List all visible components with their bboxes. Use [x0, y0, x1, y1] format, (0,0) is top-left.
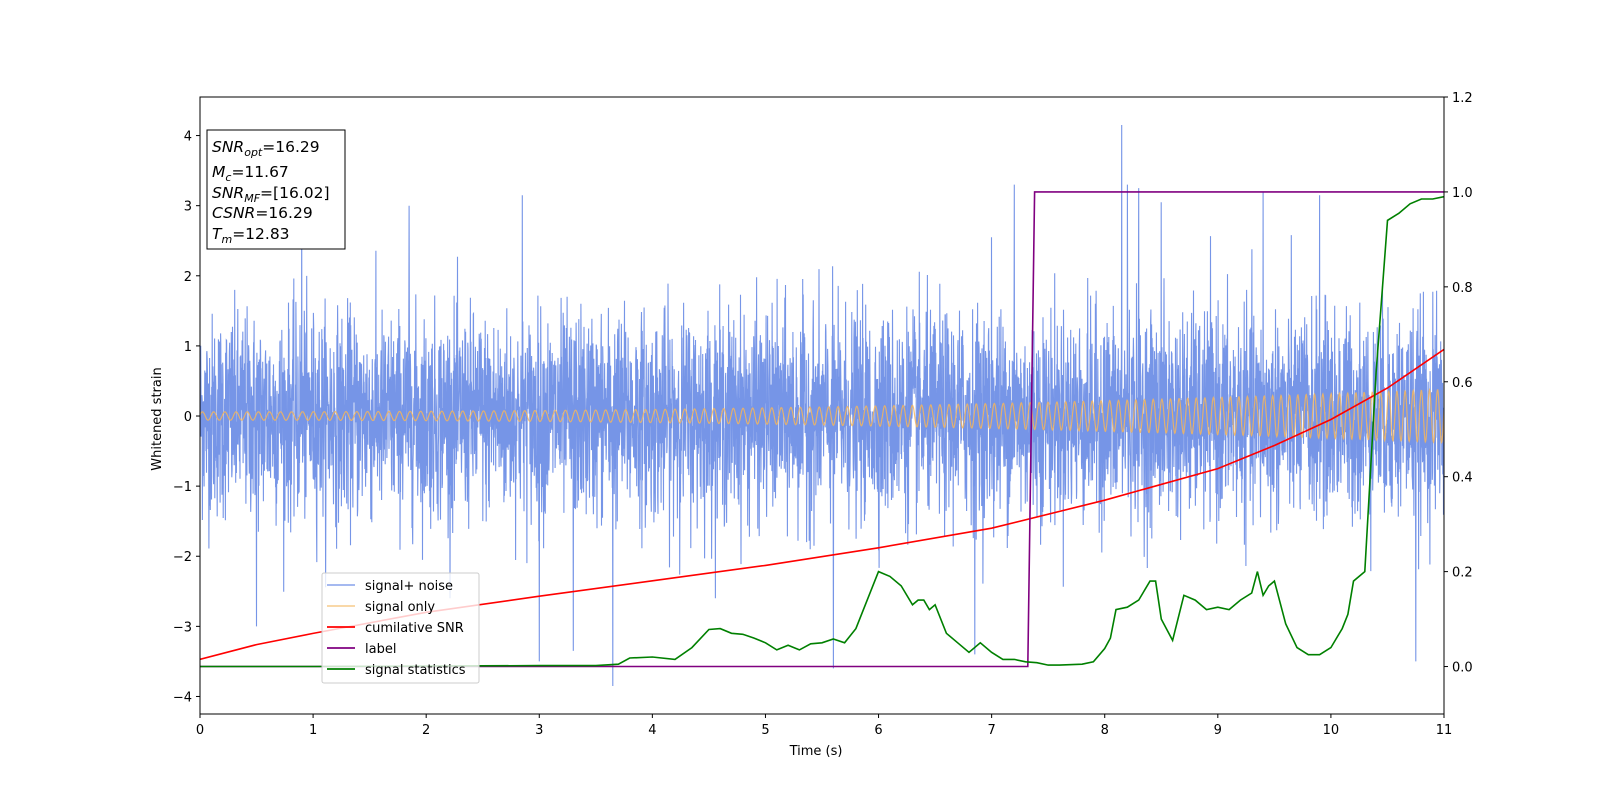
x-tick-label: 11 — [1436, 723, 1453, 738]
x-tick-label: 9 — [1214, 723, 1222, 738]
legend: signal+ noise signal only cumilative SNR la… — [321, 572, 480, 684]
x-tick-label: 6 — [874, 723, 882, 738]
y-tick-label: 4 — [184, 130, 192, 145]
y-tick-label: −1 — [173, 480, 192, 495]
y-tick-label: 2 — [184, 270, 192, 285]
x-tick-label: 5 — [761, 723, 769, 738]
y2-tick-label: 1.0 — [1452, 186, 1473, 201]
series-signal-plus-noise — [200, 124, 1444, 687]
info-value: =11.67 — [231, 163, 288, 181]
info-box-frame — [206, 129, 346, 250]
x-tick-label: 1 — [309, 723, 317, 738]
x-tick-label: 4 — [648, 723, 656, 738]
info-line: SNRMF=[16.02] — [212, 184, 330, 205]
info-box: SNRopt=16.29Mc=11.67SNRMF=[16.02]CSNR=16… — [206, 129, 346, 250]
info-line: SNRopt=16.29 — [212, 138, 320, 159]
x-tick-label: 0 — [196, 723, 204, 738]
info-line: Mc=11.67 — [212, 163, 289, 184]
info-value: =16.29 — [262, 138, 319, 156]
y-tick-label: −4 — [173, 690, 192, 705]
series-signal-only — [200, 387, 1444, 445]
series-label — [200, 191, 1444, 668]
y2-tick-label: 0.6 — [1452, 376, 1473, 391]
x-tick-label: 10 — [1323, 723, 1340, 738]
info-subscript: opt — [244, 146, 263, 159]
y2-tick-label: 0.4 — [1452, 471, 1473, 486]
info-value: =[16.02] — [260, 184, 329, 202]
y-tick-label: −3 — [173, 620, 192, 635]
legend-entry: cumilative SNR — [365, 621, 464, 636]
x-axis-label: Time (s) — [789, 744, 843, 759]
y-tick-label: 1 — [184, 340, 192, 355]
info-symbol: T — [212, 225, 223, 243]
legend-frame — [321, 572, 480, 684]
info-subscript: MF — [244, 192, 260, 205]
legend-entry: signal only — [365, 600, 435, 615]
legend-entry: signal+ noise — [365, 579, 453, 594]
info-symbol: SNR — [212, 184, 244, 202]
y-axis-label: Whitened strain — [150, 367, 165, 470]
info-line: Tm=12.83 — [212, 225, 290, 246]
info-symbol: SNR — [212, 138, 244, 156]
plot-frame — [199, 96, 1445, 715]
info-symbol: M — [212, 163, 225, 181]
series-signal-statistics — [200, 195, 1444, 668]
y2-tick-label: 1.2 — [1452, 91, 1473, 106]
y-tick-label: 0 — [184, 410, 192, 425]
y-tick-label: 3 — [184, 200, 192, 215]
legend-entry: signal statistics — [365, 663, 466, 678]
info-value: =12.83 — [232, 225, 289, 243]
info-line: CSNR=16.29 — [212, 204, 313, 222]
x-tick-label: 7 — [987, 723, 995, 738]
axes: 0 1 2 3 4 5 6 7 8 9 10 11 −4 −3 −2 −1 0 1 2 3 4 0.0 0.2 0.4 0.6 0… — [173, 91, 1473, 738]
info-subscript: c — [225, 171, 231, 184]
y-tick-label: −2 — [173, 550, 192, 565]
info-value: =16.29 — [255, 204, 312, 222]
x-tick-label: 8 — [1101, 723, 1109, 738]
info-symbol: CSNR — [212, 204, 255, 222]
y2-tick-label: 0.2 — [1452, 566, 1473, 581]
info-subscript: m — [221, 233, 232, 246]
y2-tick-label: 0.8 — [1452, 281, 1473, 296]
x-tick-label: 2 — [422, 723, 430, 738]
y2-tick-label: 0.0 — [1452, 661, 1473, 676]
legend-entry: label — [365, 642, 396, 657]
x-tick-label: 3 — [535, 723, 543, 738]
